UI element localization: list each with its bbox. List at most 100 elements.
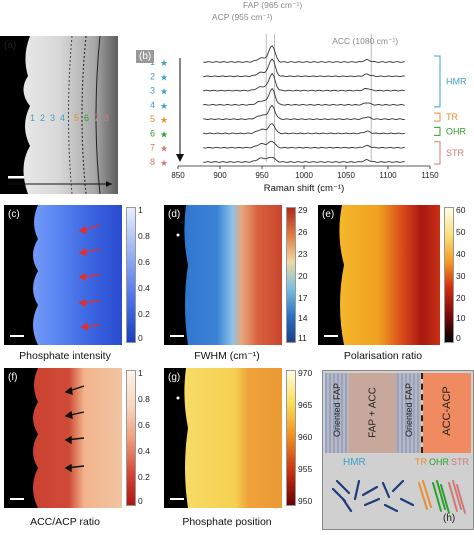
panel-c-caption: Phosphate intensity: [19, 350, 111, 362]
panel-d-tick: 26: [298, 227, 308, 237]
panel-f-tick: 1: [138, 368, 143, 378]
order-arrow-head: [176, 154, 184, 162]
panel-e-caption: Polarisation ratio: [343, 350, 423, 362]
panel-f-tick: 0.2: [138, 472, 150, 482]
panel-e-scalebar: [324, 335, 338, 337]
panel-d-tick: 29: [298, 205, 308, 215]
point-4-label: 4: [60, 113, 66, 123]
panel-e-tick: 60: [456, 205, 466, 215]
panel-d-tick: 17: [298, 293, 308, 303]
spectrum-star: ★: [160, 87, 168, 97]
panel-e-tick: 30: [456, 271, 466, 281]
spectrum-star: ★: [160, 115, 168, 125]
panel-d-label: (d): [168, 209, 181, 220]
panel-e-colorbar: [444, 207, 454, 343]
point-6-label: 6: [84, 113, 90, 123]
panel-g-tick: 970: [298, 368, 313, 378]
spectrum-line: [203, 72, 405, 92]
panel-f-caption: ACC/ACP ratio: [30, 516, 100, 528]
point-3-label: 3: [50, 113, 56, 123]
panel-f-tick: 0.6: [138, 420, 150, 430]
fwhm-map: [164, 205, 282, 345]
panel-f-tick: 0.8: [138, 394, 150, 404]
panel-g-tick: 950: [298, 496, 313, 506]
panel-e-tick: 40: [456, 249, 466, 259]
panel-c-tick: 0.2: [138, 309, 150, 319]
panel-c-tick: 0.4: [138, 283, 150, 293]
panel-e-tick: 20: [456, 293, 466, 303]
region-bracket: [434, 126, 441, 136]
x-axis-label: Raman shift (cm⁻¹): [264, 183, 345, 194]
x-tick-label: 1000: [295, 171, 313, 180]
panel-f-scalebar: [10, 498, 24, 500]
x-tick-label: 1050: [337, 171, 355, 180]
peak-label: ACC (1080 cm⁻¹): [332, 36, 398, 46]
spectrum-line: [203, 140, 405, 149]
panel-e-tick: 0: [456, 333, 461, 343]
panel-d: (d) 29 26 23 20 17 14 11: [164, 205, 314, 345]
panel-f-label: (f): [8, 372, 18, 383]
panel-g: (g) 970 965 960 955 950: [164, 368, 314, 508]
point-7-label: 7: [94, 113, 100, 123]
x-tick-label: 950: [255, 171, 269, 180]
spectrum-line: [203, 45, 405, 63]
panel-g-scalebar: [170, 498, 184, 500]
panel-d-caption: FWHM (cm⁻¹): [194, 350, 260, 362]
region-hmr-label: HMR: [343, 457, 366, 468]
spectrum-line: [203, 58, 405, 78]
spectrum-star: ★: [160, 58, 168, 68]
panel-a: (a) 1 2 3 4 5 6 7 8: [0, 35, 118, 195]
panel-b: (b) ACP (955 cm⁻¹) FAP (965 cm⁻¹) ACC (108…: [130, 0, 474, 196]
spectrum-index-label: 7: [150, 143, 155, 153]
panel-f-colorbar: [126, 370, 136, 506]
panel-c: (c) 1 0.8 0.6 0.4 0.2 0: [4, 205, 154, 345]
panel-a-label: (a): [4, 40, 17, 51]
region-label: OHR: [446, 126, 467, 136]
panel-e: (e) 60 50 40 30 20 10 0: [318, 205, 474, 345]
spectrum-index-label: 4: [150, 100, 155, 110]
band-divider: [421, 373, 423, 453]
region-label: TR: [446, 112, 458, 122]
spectrum-index-label: 2: [150, 71, 155, 81]
panel-g-tick: 965: [298, 400, 313, 410]
region-label: STR: [446, 148, 465, 158]
region-bracket: [434, 112, 441, 122]
spectrum-star: ★: [160, 144, 168, 154]
band-acc-acp: [423, 373, 471, 453]
panel-f-tick: 0.4: [138, 446, 150, 456]
panel-c-colorbar: [126, 207, 136, 343]
region-ohr-label: OHR: [429, 457, 449, 467]
region-bracket: [434, 55, 441, 108]
peak-label: ACP (955 cm⁻¹): [212, 12, 273, 22]
panel-b-label: (b): [136, 50, 155, 63]
panel-d-tick: 11: [298, 333, 307, 343]
label-acc-acp: ACC-ACP: [441, 386, 453, 436]
spectrum-line: [203, 104, 405, 120]
panel-h: Oriented FAP FAP + ACC Oriented FAP ACC-…: [322, 370, 474, 530]
spectrum-index-label: 8: [150, 157, 155, 167]
panel-e-tick: 50: [456, 227, 466, 237]
point-2-label: 2: [40, 113, 46, 123]
spectrum-index-label: 6: [150, 128, 155, 138]
region-tr-label: TR: [415, 457, 427, 467]
label-oriented-fap-2: Oriented FAP: [404, 382, 414, 438]
panel-e-label: (e): [322, 209, 335, 220]
raman-spectra-chart: ACP (955 cm⁻¹) FAP (965 cm⁻¹) ACC (1080 cm…: [150, 0, 467, 194]
panel-g-label: (g): [168, 372, 181, 383]
panel-f: (f) 1 0.8 0.6 0.4 0.2 0: [4, 368, 154, 508]
spectrum-star: ★: [160, 72, 168, 82]
panel-g-colorbar: [286, 370, 296, 506]
panel-c-tick: 1: [138, 205, 143, 215]
label-fap-acc: FAP + ACC: [367, 387, 379, 438]
point-8-label: 8: [104, 113, 110, 123]
phosphate-intensity-arrows: [4, 205, 122, 350]
region-str-label: STR: [451, 457, 469, 467]
x-tick-label: 1100: [379, 171, 397, 180]
acc-acp-ratio-map: [4, 368, 122, 508]
panel-f-tick: 0: [138, 496, 143, 506]
panel-c-label: (c): [8, 209, 20, 220]
spectrum-line: [203, 123, 405, 135]
panel-d-tick: 23: [298, 249, 308, 259]
spectrum-star: ★: [160, 129, 168, 139]
spectrum-line: [203, 87, 405, 106]
